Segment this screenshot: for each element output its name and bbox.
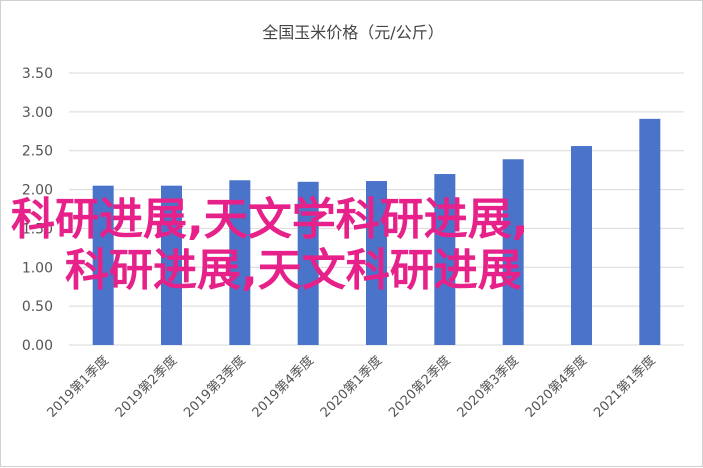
bar <box>366 181 387 345</box>
watermark-overlay: 科研进展,天文学科研进展, 科研进展,天文科研进展 <box>11 194 528 296</box>
x-tick-label: 2021第1季度 <box>591 353 659 421</box>
bar <box>92 185 114 345</box>
y-tick-label: 3.00 <box>22 105 53 121</box>
x-tick-label: 2019第2季度 <box>112 353 180 421</box>
x-tick-label: 2020第4季度 <box>522 353 590 421</box>
bar <box>639 118 661 345</box>
y-tick-label: 0.50 <box>22 299 53 315</box>
bar <box>502 159 524 345</box>
y-tick-label: 2.50 <box>22 144 53 160</box>
chart-title: 全国玉米价格（元/公斤） <box>262 23 443 42</box>
x-tick-label: 2019第4季度 <box>249 353 317 421</box>
x-tick-label: 2020第2季度 <box>386 353 454 421</box>
watermark-line-1: 科研进展,天文学科研进展, <box>11 194 528 245</box>
bar <box>571 146 592 345</box>
bar <box>434 174 456 345</box>
watermark-line-2: 科研进展,天文科研进展 <box>65 245 522 296</box>
y-axis-ticks: 0.00 0.50 1.00 1.50 2.00 2.50 3.00 3.50 <box>22 66 53 354</box>
y-tick-label: 1.00 <box>22 260 53 276</box>
y-tick-label: 0.00 <box>22 338 53 354</box>
x-tick-label: 2019第1季度 <box>44 353 112 421</box>
bar <box>229 180 251 345</box>
y-tick-label: 2.00 <box>22 183 53 199</box>
bar <box>161 185 182 345</box>
bar <box>297 181 319 345</box>
bars <box>92 118 661 345</box>
x-tick-label: 2020第3季度 <box>454 353 522 421</box>
y-tick-label: 1.50 <box>22 221 53 237</box>
x-axis-ticks: 2019第1季度 2019第2季度 2019第3季度 2019第4季度 2020第1季度… <box>44 353 659 421</box>
y-tick-label: 3.50 <box>22 66 53 82</box>
x-tick-label: 2020第1季度 <box>317 353 385 421</box>
x-tick-label: 2019第3季度 <box>181 353 249 421</box>
